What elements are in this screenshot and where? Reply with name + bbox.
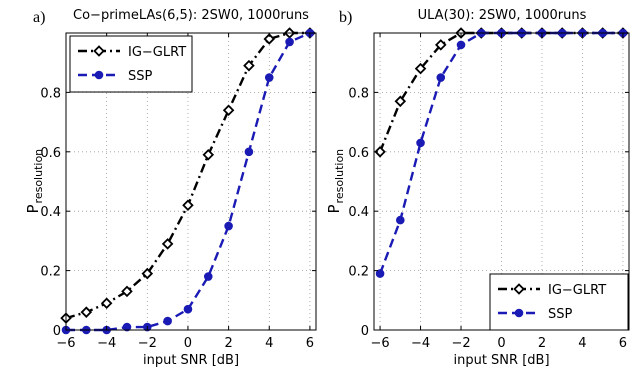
legend-marker bbox=[93, 45, 105, 57]
y-tick-label: 0.8 bbox=[40, 86, 61, 101]
chart-title: Co−primeLAs(6,5): 2SW0, 1000runs bbox=[73, 8, 309, 23]
legend-box bbox=[69, 35, 193, 93]
legend-marker bbox=[514, 308, 524, 318]
y-tick-label: 0 bbox=[361, 324, 369, 339]
x-tick-label: 2 bbox=[538, 336, 546, 351]
data-point bbox=[121, 285, 133, 298]
legend: IG−GLRT SSP bbox=[489, 273, 629, 331]
legend-label: IG−GLRT bbox=[128, 45, 186, 60]
y-axis-label-main: P bbox=[325, 204, 343, 213]
legend-item-ig-glrt: IG−GLRT bbox=[498, 283, 606, 298]
x-tick-label: 0 bbox=[184, 336, 192, 351]
data-point bbox=[394, 95, 407, 108]
data-point bbox=[141, 267, 154, 280]
y-axis-label-sub: resolution bbox=[333, 149, 346, 204]
legend-marker bbox=[94, 70, 104, 80]
data-point bbox=[285, 37, 294, 47]
x-tick-label: 0 bbox=[497, 336, 505, 351]
data-point bbox=[243, 59, 255, 72]
y-tick-label: 0.4 bbox=[348, 205, 369, 220]
legend-item-ig-glrt: IG−GLRT bbox=[78, 45, 186, 60]
data-point bbox=[396, 215, 405, 225]
data-point bbox=[203, 272, 213, 281]
x-tick-label: 2 bbox=[224, 336, 232, 351]
y-axis-label-sub: resolution bbox=[32, 149, 45, 204]
data-point bbox=[436, 73, 446, 82]
legend-label: SSP bbox=[128, 69, 153, 84]
y-axis-label: Presolution bbox=[325, 149, 346, 214]
x-tick-label: −6 bbox=[370, 336, 389, 351]
panel-label: b) bbox=[339, 9, 352, 26]
y-axis-label: Presolution bbox=[24, 149, 45, 214]
x-tick-label: 6 bbox=[306, 336, 314, 351]
data-point bbox=[263, 33, 276, 45]
panel-label: a) bbox=[33, 9, 45, 26]
y-axis-label-main: P bbox=[24, 204, 42, 213]
data-point bbox=[161, 238, 174, 250]
data-point bbox=[122, 322, 132, 332]
data-point bbox=[456, 40, 466, 50]
data-point bbox=[182, 199, 194, 212]
data-point bbox=[80, 306, 93, 318]
data-point bbox=[202, 148, 215, 161]
data-point bbox=[414, 62, 427, 75]
data-point bbox=[222, 104, 235, 116]
data-point bbox=[224, 221, 233, 231]
data-point bbox=[264, 73, 274, 82]
y-tick-label: 0.4 bbox=[40, 205, 61, 220]
legend: IG−GLRT SSP bbox=[69, 35, 193, 93]
data-point bbox=[375, 269, 385, 278]
data-point bbox=[163, 316, 172, 326]
data-point bbox=[435, 39, 447, 51]
x-tick-label: −2 bbox=[138, 336, 157, 351]
y-tick-label: 0.8 bbox=[348, 86, 369, 101]
data-point bbox=[416, 138, 425, 148]
x-tick-label: −4 bbox=[411, 336, 430, 351]
x-tick-label: 6 bbox=[619, 336, 627, 351]
chart-title: ULA(30): 2SW0, 1000runs bbox=[418, 8, 587, 23]
y-tick-label: 0.2 bbox=[40, 265, 61, 280]
legend-label: IG−GLRT bbox=[548, 283, 606, 298]
y-tick-label: 0.6 bbox=[40, 146, 61, 161]
axes-frame bbox=[65, 32, 317, 331]
y-tick-label: 0 bbox=[53, 324, 61, 339]
x-tick-label: 4 bbox=[265, 336, 273, 351]
y-tick-label: 0.2 bbox=[348, 265, 369, 280]
chart-panel-b: b) ULA(30): 2SW0, 1000runs −6 −4 −2 0 2 4 6 0 0.2 0… bbox=[325, 8, 630, 368]
x-tick-label: −4 bbox=[97, 336, 116, 351]
y-tick-label: 0.6 bbox=[348, 146, 369, 161]
data-point bbox=[374, 146, 386, 158]
x-tick-label: −2 bbox=[451, 336, 470, 351]
legend-box bbox=[489, 273, 629, 331]
x-tick-label: −6 bbox=[56, 336, 75, 351]
x-tick-label: 4 bbox=[578, 336, 586, 351]
x-axis-label: input SNR [dB] bbox=[453, 353, 549, 368]
legend-item-ssp: SSP bbox=[498, 307, 573, 322]
legend-item-ssp: SSP bbox=[78, 69, 153, 84]
data-point bbox=[100, 297, 113, 310]
data-point bbox=[244, 147, 254, 157]
chart-panel-a: a) Co−primeLAs(6,5): 2SW0, 1000runs −6 −4 −2… bbox=[24, 8, 317, 368]
x-axis-label: input SNR [dB] bbox=[143, 353, 239, 368]
legend-marker bbox=[513, 283, 525, 295]
legend-label: SSP bbox=[548, 307, 573, 322]
data-point bbox=[183, 304, 193, 314]
